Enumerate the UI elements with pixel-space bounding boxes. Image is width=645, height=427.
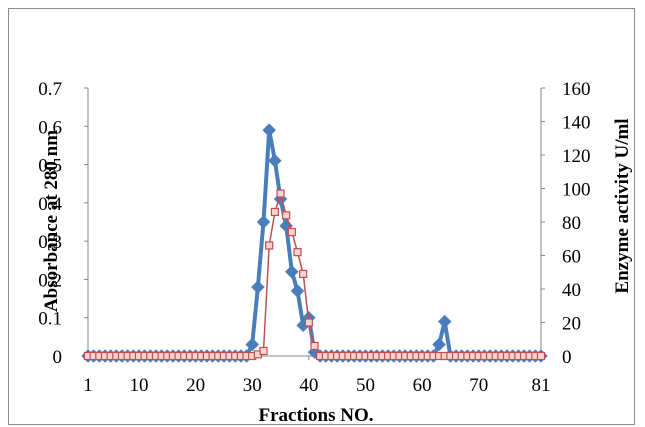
series-1-point: [265, 241, 274, 250]
series-1-line: [88, 192, 541, 357]
right-y-tick-label: 20: [562, 314, 581, 335]
left-y-tick-labels: 0 0.1 0.2 0.3 0.4 0.5 0.6 0.7: [38, 79, 88, 368]
left-y-tick-label: 0.1: [38, 309, 62, 330]
series-0-point: [256, 215, 271, 229]
x-tick-labels: 1 10 20 30 40 50 60 70 81: [83, 356, 551, 396]
left-y-tick-label: 0.5: [38, 156, 62, 177]
right-y-tick-labels: 0 20 40 60 80 100 120 140 160: [541, 79, 591, 368]
right-y-tick-label: 80: [562, 213, 581, 234]
series-0-point: [437, 314, 452, 329]
x-tick-label: 40: [299, 375, 318, 396]
series-1-point: [259, 346, 268, 356]
right-y-axis-title: Enzyme activity U/ml: [612, 118, 633, 293]
x-tick-label: 70: [469, 375, 488, 396]
series-1-point: [293, 248, 302, 257]
series-1-point: [536, 351, 546, 361]
right-y-tick-label: 40: [562, 280, 581, 301]
series-0-point: [432, 337, 446, 352]
left-y-tick-label: 0.4: [38, 194, 62, 215]
right-y-tick-label: 140: [562, 113, 591, 134]
series-1-point: [304, 318, 313, 327]
left-y-tick-label: 0: [53, 347, 63, 368]
series-1-point: [310, 341, 319, 351]
right-y-tick-label: 100: [562, 180, 591, 201]
series-0-point: [290, 284, 305, 298]
right-y-tick-label: 60: [562, 247, 581, 268]
x-tick-label: 81: [532, 375, 551, 396]
left-y-axis-title: Absorbance at 280 nm: [41, 130, 62, 312]
series-0-point: [245, 337, 260, 352]
left-y-tick-label: 0.3: [38, 232, 62, 253]
series-group: [81, 123, 548, 363]
x-tick-label: 60: [413, 375, 432, 396]
right-y-tick-label: 0: [562, 347, 572, 368]
left-y-tick-label: 0.2: [38, 270, 62, 291]
left-y-tick-label: 0.6: [38, 117, 62, 138]
series-1-point: [287, 227, 296, 237]
series-1-point: [276, 189, 285, 198]
left-y-tick-label: 0.7: [38, 79, 62, 100]
series-0-diamond: [81, 123, 548, 363]
right-y-tick-label: 120: [562, 146, 591, 167]
series-1-point: [299, 269, 308, 279]
series-0-point: [284, 264, 299, 279]
series-0-point: [251, 280, 265, 294]
right-y-tick-label: 160: [562, 79, 591, 100]
x-tick-label: 1: [83, 375, 93, 396]
series-1-point: [282, 211, 291, 220]
axes: [87, 88, 542, 357]
x-axis-title: Fractions NO.: [258, 405, 373, 426]
series-0-point: [268, 153, 282, 168]
x-tick-label: 20: [186, 375, 205, 396]
series-1-square: [83, 189, 546, 361]
series-0-line: [88, 128, 541, 358]
x-tick-label: 10: [129, 375, 148, 396]
x-tick-label: 50: [356, 375, 375, 396]
x-tick-label: 30: [243, 375, 262, 396]
series-1-point: [270, 207, 279, 217]
series-0-point: [262, 123, 277, 137]
